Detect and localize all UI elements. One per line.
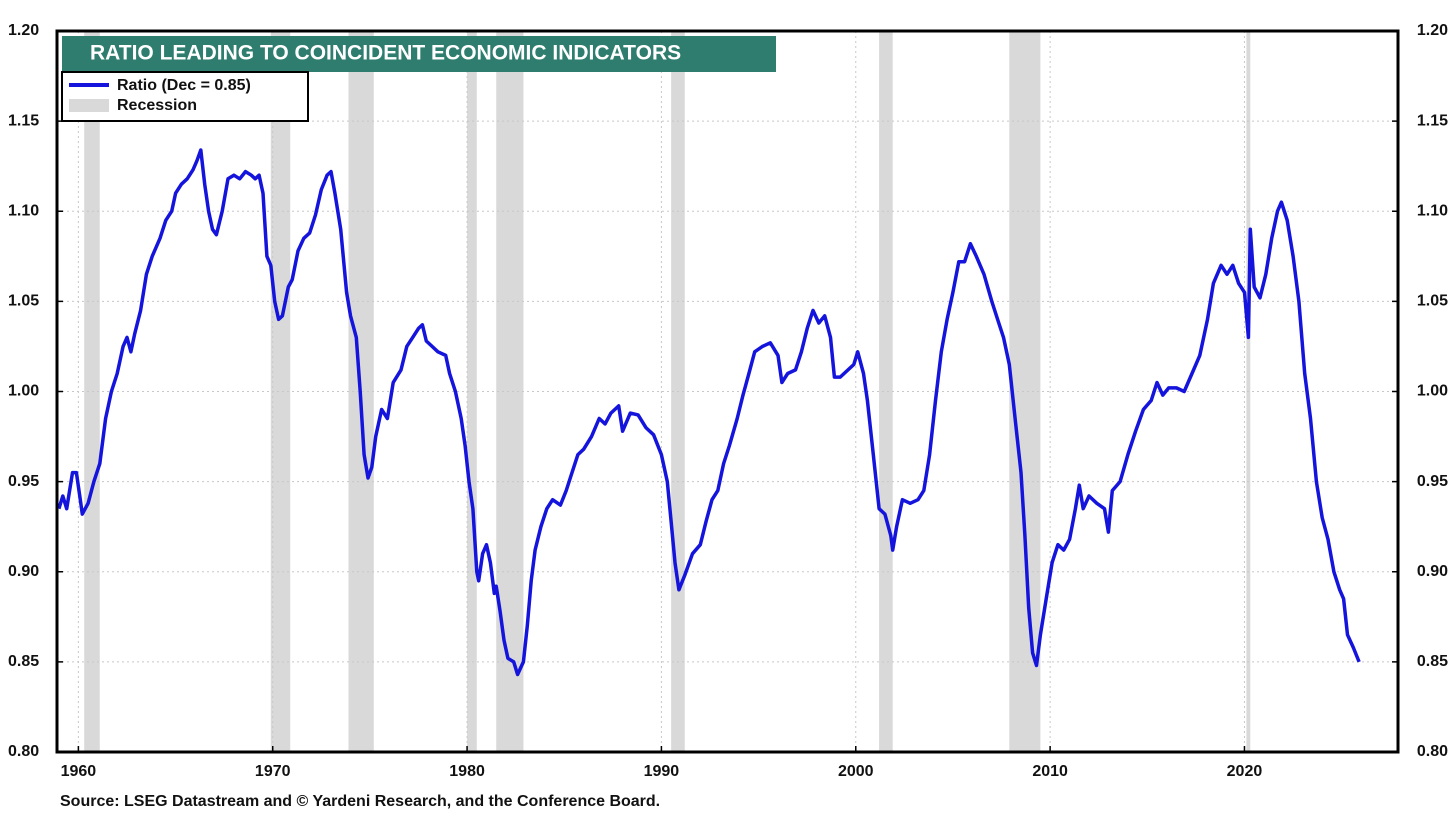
y2-tick-label: 0.80 <box>1417 743 1448 760</box>
source-note: Source: LSEG Datastream and © Yardeni Re… <box>60 793 660 810</box>
x-tick-label: 2000 <box>838 763 874 780</box>
y-tick-label: 0.90 <box>8 563 39 580</box>
recession-band <box>1009 31 1041 752</box>
plot-frame <box>55 29 1400 754</box>
legend-label: Ratio (Dec = 0.85) <box>117 77 251 94</box>
title-box <box>62 36 776 72</box>
y-tick-label: 1.15 <box>8 112 39 129</box>
legend-box <box>61 71 309 122</box>
y2-tick-label: 1.20 <box>1417 22 1448 39</box>
y2-tick-label: 0.95 <box>1417 473 1448 490</box>
y-tick-label: 0.95 <box>8 473 39 490</box>
y-tick-label: 0.85 <box>8 653 39 670</box>
y-tick-label: 1.00 <box>8 383 39 400</box>
recession-band <box>496 31 524 752</box>
y2-tick-label: 0.85 <box>1417 653 1448 670</box>
x-tick-label: 1970 <box>255 763 291 780</box>
plot-under <box>57 30 1398 753</box>
y-tick-label: 1.05 <box>8 293 39 310</box>
data-line <box>57 148 1361 677</box>
recession-band <box>467 31 477 752</box>
x-tick-label: 1990 <box>644 763 680 780</box>
legend-label: Recession <box>117 97 197 114</box>
x-tick-label: 2010 <box>1032 763 1068 780</box>
chart-title: RATIO LEADING TO COINCIDENT ECONOMIC IND… <box>90 42 681 65</box>
x-tick-label: 1980 <box>449 763 485 780</box>
y2-tick-label: 1.15 <box>1417 112 1448 129</box>
y2-tick-label: 1.05 <box>1417 293 1448 310</box>
recession-band <box>879 31 893 752</box>
x-tick-label: 2020 <box>1227 763 1263 780</box>
y-tick-label: 0.80 <box>8 743 39 760</box>
x-tick-label: 1960 <box>61 763 97 780</box>
y2-tick-label: 1.00 <box>1417 383 1448 400</box>
plot-over: 0.80 0.80 0.85 0.85 0.90 0.90 0.95 0.95 1.00 1.00… <box>8 22 1448 780</box>
y-tick-label: 1.10 <box>8 202 39 219</box>
recession-band <box>270 31 291 752</box>
legend-recession-swatch <box>69 99 109 112</box>
y2-tick-label: 1.10 <box>1417 202 1448 219</box>
y2-tick-label: 0.90 <box>1417 563 1448 580</box>
y-tick-label: 1.20 <box>8 22 39 39</box>
